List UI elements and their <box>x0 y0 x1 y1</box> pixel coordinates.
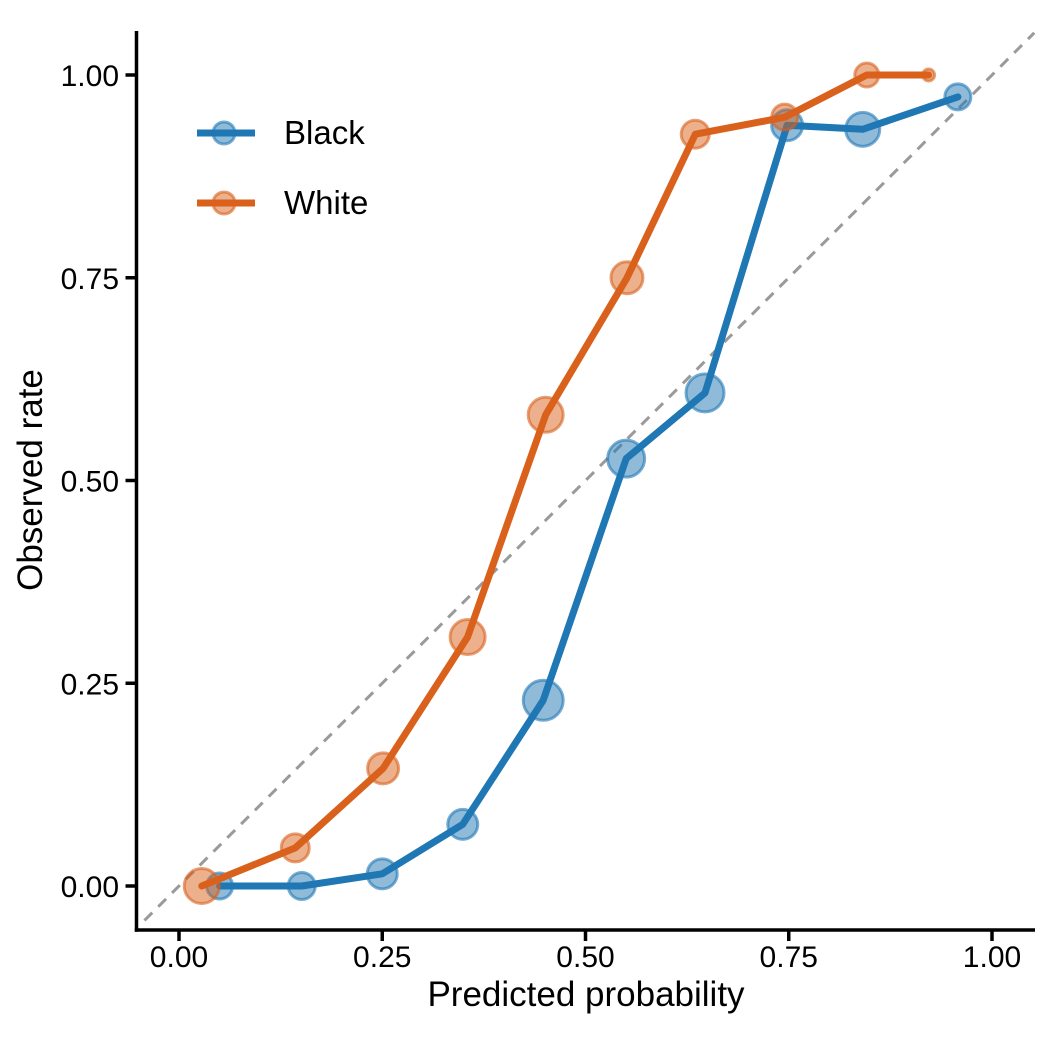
x-tick-label: 0.50 <box>556 941 614 974</box>
legend-entry-white: White <box>195 184 369 221</box>
legend: Black White <box>195 114 369 260</box>
y-axis-title: Observed rate <box>11 369 50 591</box>
x-axis-title: Predicted probability <box>427 975 745 1014</box>
x-tick-label: 0.00 <box>150 941 208 974</box>
identity-reference-line <box>143 31 1036 922</box>
legend-label-white: White <box>284 184 369 221</box>
legend-entry-black: Black <box>195 114 368 151</box>
legend-key-black-icon <box>197 120 255 146</box>
axes: 0.00 0.25 0.50 0.75 1.00 0.00 0.25 0.50 0.75 1.00 <box>61 31 1035 974</box>
y-tick-label: 0.25 <box>61 668 119 701</box>
x-tick-label: 1.00 <box>963 941 1021 974</box>
legend-label-black: Black <box>284 114 365 151</box>
series-black-line <box>216 93 962 890</box>
x-tick-label: 0.75 <box>760 941 818 974</box>
y-tick-label: 0.50 <box>61 466 119 499</box>
legend-key-white-icon <box>197 190 255 216</box>
y-tick-label: 0.00 <box>61 871 119 904</box>
y-tick-label: 1.00 <box>61 60 119 93</box>
x-tick-label: 0.25 <box>353 941 411 974</box>
y-tick-label: 0.75 <box>61 263 119 296</box>
series-white-line <box>198 71 933 890</box>
